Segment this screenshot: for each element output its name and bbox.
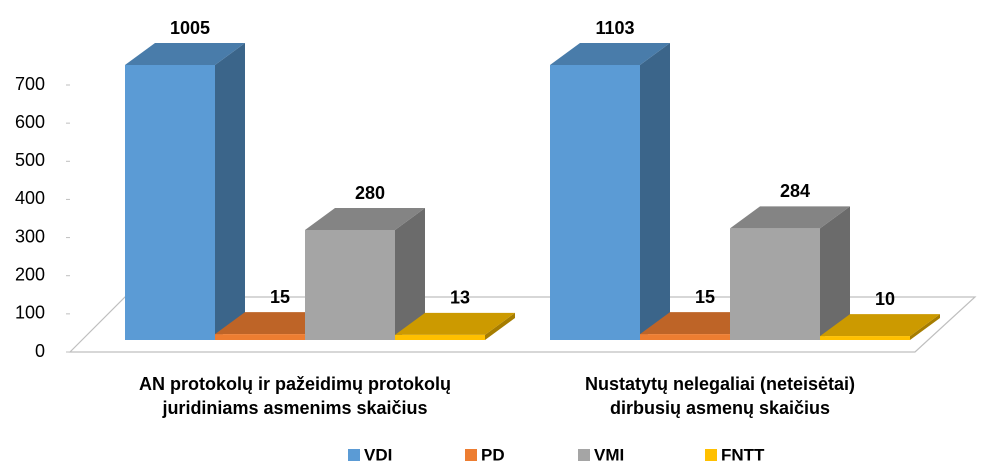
x-tick-label: Nustatytų nelegaliai (neteisėtai) dirbus… xyxy=(584,374,856,418)
bar xyxy=(550,65,640,340)
bar-side xyxy=(215,43,245,340)
legend-swatch xyxy=(465,449,477,461)
y-tick-label: 600 xyxy=(15,112,45,132)
y-tick-label: 400 xyxy=(15,188,45,208)
legend-label: VMI xyxy=(594,445,624,464)
y-tick-label: 500 xyxy=(15,150,45,170)
bar xyxy=(305,230,395,340)
bar-top xyxy=(550,43,670,65)
value-label: 15 xyxy=(270,287,290,307)
bar xyxy=(820,336,910,340)
bar xyxy=(215,334,305,340)
value-label: 13 xyxy=(450,288,470,308)
y-tick-label: 0 xyxy=(35,341,45,361)
bar-top xyxy=(395,312,515,335)
x-tick-label: AN protokolų ir pažeidimų protokolų juri… xyxy=(139,374,451,418)
legend-swatch xyxy=(705,449,717,461)
bar-side xyxy=(910,314,940,340)
bar-top xyxy=(730,206,850,229)
bar-top xyxy=(820,314,940,337)
bar-side xyxy=(820,206,850,340)
legend-swatch xyxy=(348,449,360,461)
value-label: 280 xyxy=(355,183,385,203)
bar xyxy=(395,334,485,340)
bar xyxy=(640,334,730,340)
legend-label: VDI xyxy=(364,445,392,464)
bar-side xyxy=(395,208,425,340)
bar xyxy=(125,65,215,340)
value-label: 1103 xyxy=(595,18,634,38)
bar-side xyxy=(640,43,670,340)
legend-swatch xyxy=(578,449,590,461)
value-label: 10 xyxy=(875,289,895,309)
bar-side xyxy=(485,312,515,340)
bar-top xyxy=(305,208,425,230)
bar xyxy=(730,228,820,340)
legend-label: FNTT xyxy=(721,445,765,464)
legend-label: PD xyxy=(481,445,505,464)
y-tick-label: 700 xyxy=(15,74,45,94)
value-label: 284 xyxy=(780,181,810,201)
y-tick-label: 200 xyxy=(15,264,45,284)
floor xyxy=(68,296,977,353)
y-tick-label: 100 xyxy=(15,303,45,323)
value-label: 15 xyxy=(695,287,715,307)
y-tick-label: 300 xyxy=(15,226,45,246)
bar-top xyxy=(125,43,245,65)
value-label: 1005 xyxy=(170,18,210,38)
